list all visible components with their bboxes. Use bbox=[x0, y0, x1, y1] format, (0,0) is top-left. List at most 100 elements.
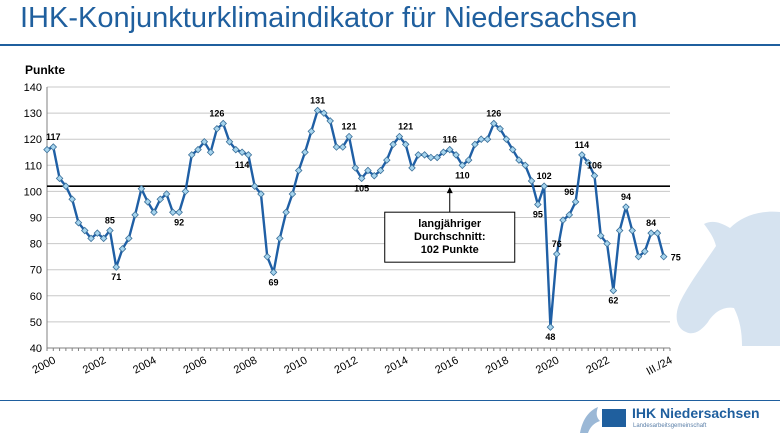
data-point bbox=[427, 153, 435, 162]
series-line bbox=[46, 109, 665, 329]
x-tick-label: 2014 bbox=[383, 354, 410, 376]
x-tick-label: 2006 bbox=[182, 354, 209, 376]
data-label: 71 bbox=[111, 272, 121, 282]
data-point bbox=[351, 164, 360, 172]
data-point bbox=[527, 177, 536, 185]
data-point bbox=[288, 190, 297, 198]
data-point bbox=[471, 140, 479, 149]
data-point bbox=[169, 208, 177, 217]
x-tick-label: 2012 bbox=[333, 354, 360, 376]
data-point bbox=[389, 140, 397, 149]
data-label: 121 bbox=[398, 122, 413, 132]
data-point bbox=[99, 234, 108, 243]
data-point bbox=[464, 156, 473, 164]
logo-name: IHK Niedersachsen bbox=[632, 405, 760, 421]
title-divider bbox=[0, 44, 780, 46]
data-label: 117 bbox=[46, 132, 61, 142]
data-point bbox=[364, 166, 372, 175]
data-label: 95 bbox=[533, 209, 543, 219]
data-label: 76 bbox=[552, 239, 562, 249]
data-point bbox=[200, 138, 209, 146]
data-point bbox=[43, 145, 51, 154]
y-tick-label: 60 bbox=[30, 291, 42, 303]
data-label: 114 bbox=[235, 160, 250, 170]
y-tick-label: 50 bbox=[30, 317, 42, 329]
data-point bbox=[508, 145, 517, 154]
data-point bbox=[552, 250, 561, 258]
data-point bbox=[131, 211, 139, 219]
data-label: 85 bbox=[105, 216, 115, 226]
data-point bbox=[383, 156, 391, 164]
data-point bbox=[326, 117, 334, 125]
x-tick-label: 2022 bbox=[584, 354, 611, 376]
data-point bbox=[647, 229, 655, 237]
data-label: 105 bbox=[354, 183, 369, 193]
data-point bbox=[496, 124, 504, 133]
data-point bbox=[206, 148, 215, 157]
data-point bbox=[408, 164, 416, 172]
data-point bbox=[74, 218, 83, 227]
data-point bbox=[590, 171, 599, 180]
data-label: 62 bbox=[608, 296, 618, 306]
y-axis-label: Punkte bbox=[25, 63, 65, 77]
data-label: 48 bbox=[545, 332, 555, 342]
data-point bbox=[609, 286, 618, 295]
data-point bbox=[244, 151, 253, 159]
logo-subtitle: Landesarbeitsgemeinschaft bbox=[633, 423, 707, 429]
data-point bbox=[301, 148, 309, 157]
data-point bbox=[584, 158, 592, 167]
y-tick-label: 120 bbox=[24, 134, 42, 146]
data-label: 94 bbox=[621, 192, 631, 202]
data-point bbox=[162, 190, 171, 198]
data-point bbox=[414, 151, 423, 159]
data-point bbox=[339, 143, 347, 151]
x-tick-label: 2018 bbox=[484, 354, 511, 376]
data-point bbox=[93, 229, 102, 237]
data-point bbox=[87, 234, 95, 243]
data-point bbox=[80, 226, 89, 235]
point-labels: 117 85 71 92 126 114 69 131 121 105 121 116 110 126 95… bbox=[46, 95, 681, 342]
data-point bbox=[628, 226, 637, 235]
data-point bbox=[137, 185, 146, 193]
ihk-logo: IHK Niedersachsen Landesarbeitsgemeinsch… bbox=[578, 402, 768, 436]
data-point bbox=[181, 187, 190, 196]
data-point bbox=[219, 119, 227, 128]
data-point bbox=[483, 135, 492, 143]
data-label: 96 bbox=[564, 187, 574, 197]
data-point bbox=[502, 135, 511, 143]
y-tick-label: 90 bbox=[30, 213, 42, 225]
data-point bbox=[225, 138, 234, 146]
data-point bbox=[320, 109, 328, 117]
y-tick-label: 140 bbox=[24, 82, 42, 94]
data-point bbox=[55, 174, 64, 183]
data-point bbox=[439, 148, 448, 157]
data-label: 126 bbox=[209, 109, 224, 119]
data-point bbox=[565, 211, 574, 219]
average-arrow-head bbox=[446, 187, 453, 194]
y-tick-label: 110 bbox=[24, 160, 42, 172]
data-label: 106 bbox=[587, 161, 602, 171]
data-point bbox=[357, 174, 366, 183]
data-point bbox=[156, 195, 165, 203]
data-point bbox=[420, 151, 429, 159]
data-point bbox=[534, 200, 542, 209]
y-tick-label: 130 bbox=[24, 108, 42, 120]
data-point bbox=[238, 148, 246, 157]
data-point bbox=[332, 143, 341, 151]
data-point bbox=[540, 182, 548, 190]
data-point bbox=[68, 195, 76, 203]
data-label: 131 bbox=[310, 95, 325, 105]
footer-divider bbox=[0, 400, 780, 401]
data-point bbox=[477, 135, 485, 143]
x-tick-label: 2010 bbox=[282, 354, 309, 376]
data-point bbox=[313, 106, 322, 115]
data-point bbox=[597, 232, 605, 240]
data-point bbox=[653, 229, 662, 237]
data-point bbox=[401, 140, 410, 149]
data-point bbox=[452, 151, 460, 159]
data-point bbox=[445, 145, 454, 154]
data-label: 102 bbox=[537, 171, 552, 181]
data-point bbox=[269, 268, 278, 277]
data-point bbox=[521, 161, 530, 170]
